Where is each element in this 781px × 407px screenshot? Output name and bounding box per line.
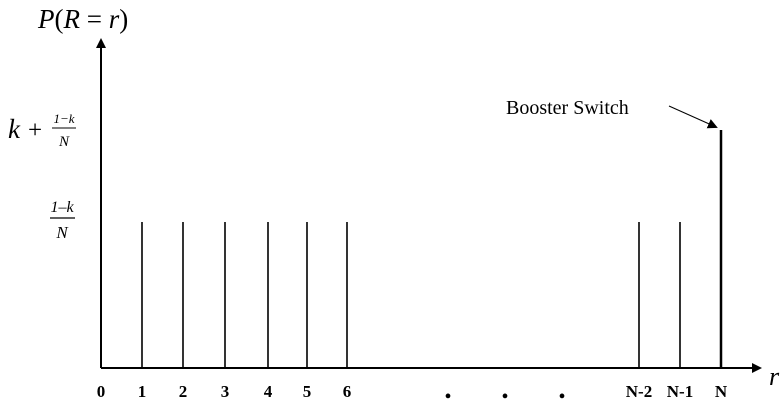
y-label-high-den: N xyxy=(58,134,70,150)
tick-label-0: 0 xyxy=(97,382,106,401)
y-label-high-plus: + xyxy=(28,117,42,144)
y-title-open: ( xyxy=(55,4,64,34)
tick-label-3: 3 xyxy=(221,382,230,401)
tick-label-1: 1 xyxy=(138,382,147,401)
y-title-p: P xyxy=(37,4,55,34)
tick-label-2: 2 xyxy=(179,382,188,401)
booster-switch-annotation: Booster Switch xyxy=(506,97,629,119)
ellipsis-dot: • xyxy=(501,386,508,407)
y-title-r: r xyxy=(109,4,120,34)
y-title-r-cap: R xyxy=(63,4,81,34)
tick-label-6: 6 xyxy=(343,382,352,401)
y-label-low: 1–k N xyxy=(50,199,75,242)
bars-group xyxy=(100,130,723,368)
tick-label-n: N xyxy=(715,382,728,401)
tick-label-n-2: N-2 xyxy=(626,382,652,401)
x-axis-label: r xyxy=(769,362,780,391)
y-label-high-k: k xyxy=(8,114,21,144)
booster-switch-arrow xyxy=(668,105,718,129)
y-title-close: ) xyxy=(119,4,128,34)
tick-label-4: 4 xyxy=(264,382,273,401)
y-label-low-num: 1–k xyxy=(50,199,74,216)
y-label-high-num: 1−k xyxy=(53,111,74,126)
tick-label-5: 5 xyxy=(303,382,312,401)
ellipsis-dot: • xyxy=(558,386,565,407)
ellipsis-group: • • • xyxy=(444,386,565,407)
ellipsis-dot: • xyxy=(444,386,451,407)
y-axis-title: P(R = r) xyxy=(37,4,128,34)
y-label-low-den: N xyxy=(55,223,69,242)
y-title-eq: = xyxy=(80,4,109,34)
y-label-high: k + 1−k N xyxy=(8,111,76,150)
tick-label-n-1: N-1 xyxy=(667,382,693,401)
tick-labels-group: 0 1 2 3 4 5 6 N-2 N-1 N xyxy=(97,382,728,401)
